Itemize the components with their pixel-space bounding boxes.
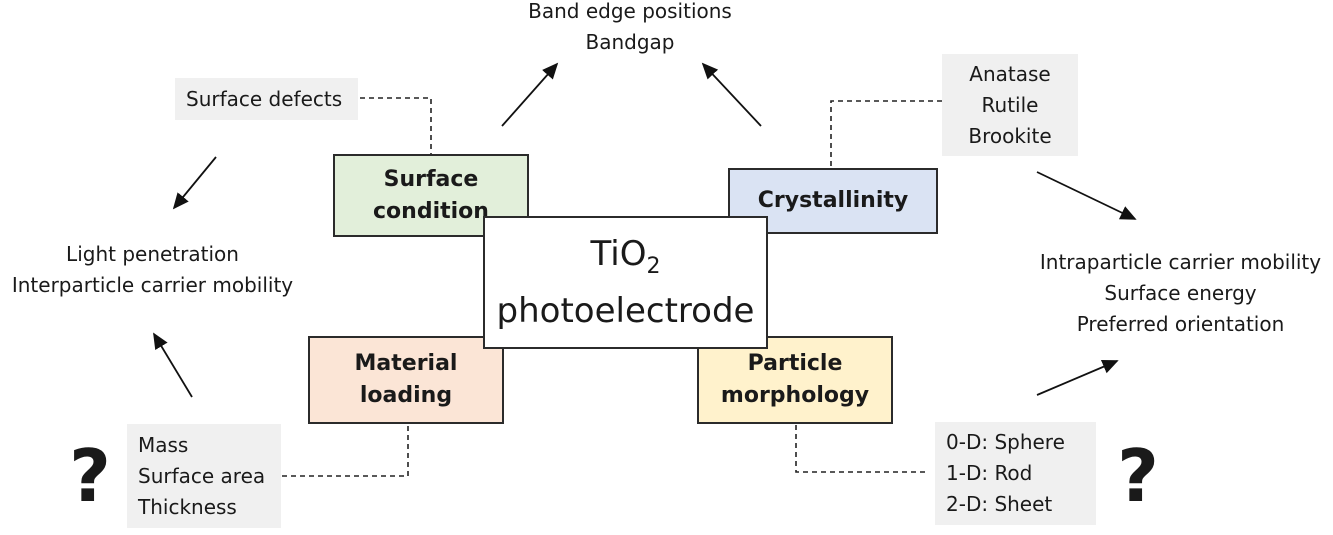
arrow-to-left-upper	[172, 156, 217, 210]
center-title: TiO2	[591, 232, 661, 289]
property-preferred-orientation: Preferred orientation	[1076, 312, 1285, 336]
crystallinity-box: Crystallinity	[728, 168, 938, 234]
surface-condition-line1: Surface	[383, 166, 479, 192]
center-title-tio: TiO	[590, 234, 647, 275]
crystallinity-label: Crystallinity	[757, 188, 909, 213]
arrow-to-top-right	[701, 62, 762, 127]
phase-anatase: Anatase	[969, 61, 1051, 86]
particle-morphology-line1: Particle	[747, 351, 843, 376]
question-mark-left: ?	[69, 434, 111, 518]
material-loading-line2: loading	[359, 383, 453, 408]
arrow-to-right-lower	[1036, 360, 1119, 396]
phase-brookite: Brookite	[968, 123, 1052, 148]
dashed-connector-surface	[360, 97, 432, 155]
morphology-rod: 1-D: Rod	[946, 461, 1033, 485]
property-interparticle-mobility: Interparticle carrier mobility	[11, 273, 294, 297]
dashed-connector-morphology	[795, 425, 929, 473]
material-loading-box: Material loading	[308, 336, 504, 424]
morphologies-box: 0-D: Sphere 1-D: Rod 2-D: Sheet	[935, 422, 1096, 525]
crystal-phases-box: Anatase Rutile Brookite	[942, 54, 1078, 156]
property-band-edge: Band edge positions	[528, 0, 732, 23]
arrow-to-top-left	[501, 62, 559, 127]
particle-morphology-line2: morphology	[720, 383, 870, 408]
loading-params-box: Mass Surface area Thickness	[127, 424, 281, 528]
question-mark-right: ?	[1117, 434, 1159, 518]
right-properties: Intraparticle carrier mobility Surface e…	[1028, 247, 1333, 340]
top-properties: Band edge positions Bandgap	[470, 0, 790, 58]
surface-condition-line2: condition	[373, 198, 489, 224]
morphology-sphere: 0-D: Sphere	[946, 430, 1065, 454]
surface-defects-box: Surface defects	[175, 78, 358, 120]
particle-morphology-box: Particle morphology	[697, 336, 893, 424]
param-mass: Mass	[138, 432, 189, 457]
left-properties: Light penetration Interparticle carrier …	[0, 239, 305, 301]
center-title-subscript: 2	[646, 253, 661, 279]
dashed-connector-crystallinity	[830, 100, 942, 169]
morphology-sheet: 2-D: Sheet	[946, 492, 1053, 516]
dashed-connector-loading	[282, 425, 409, 477]
property-intraparticle-mobility: Intraparticle carrier mobility	[1039, 250, 1322, 274]
center-subtitle: photoelectrode	[496, 290, 755, 331]
phase-rutile: Rutile	[981, 92, 1039, 117]
material-loading-line1: Material	[354, 351, 458, 376]
arrow-to-right-upper	[1036, 171, 1137, 220]
property-bandgap: Bandgap	[585, 30, 675, 54]
arrow-to-left-lower	[153, 332, 193, 398]
param-surface-area: Surface area	[138, 463, 266, 488]
param-thickness: Thickness	[138, 494, 237, 519]
surface-defects-label: Surface defects	[186, 86, 343, 111]
property-surface-energy: Surface energy	[1104, 281, 1257, 305]
tio2-photoelectrode-box: TiO2 photoelectrode	[483, 216, 768, 349]
property-light-penetration: Light penetration	[66, 242, 239, 266]
